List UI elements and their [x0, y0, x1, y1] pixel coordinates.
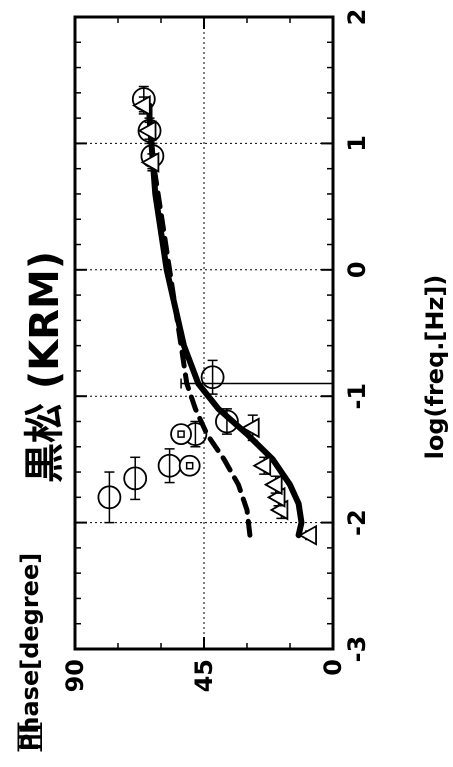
triangle-marker	[131, 94, 151, 117]
data-markers	[97, 85, 317, 546]
solid-fit-curve	[146, 102, 305, 539]
square-marker	[185, 461, 194, 470]
circle-point	[123, 456, 148, 501]
triangle-point	[240, 414, 260, 442]
x-axis-label: log(freq.[Hz])	[421, 275, 449, 460]
reference-lines	[180, 378, 333, 389]
circle-marker	[215, 409, 239, 434]
triangle-point	[252, 455, 272, 477]
panel-label: Ⅲ	[11, 721, 51, 754]
y-tick-label: 45	[190, 659, 218, 692]
y-tick-label: 0	[319, 659, 347, 676]
circle-point	[97, 471, 122, 524]
triangle-point	[263, 474, 283, 496]
triangle-marker	[263, 474, 283, 496]
triangle-point	[137, 120, 157, 142]
y-tick-label: 90	[61, 659, 89, 692]
x-tick-label: -3	[343, 636, 371, 663]
triangle-marker	[252, 455, 272, 477]
axis-ticks	[74, 16, 334, 650]
square-marker-ring	[178, 454, 201, 477]
x-tick-label: 2	[343, 9, 371, 26]
chart-title: 黒松 (KRM)	[22, 251, 68, 483]
circle-marker	[123, 466, 148, 491]
x-tick-labels: -3 -2 -1 0 1 2	[343, 9, 371, 663]
square-point	[178, 454, 201, 477]
circle-marker	[97, 485, 122, 510]
x-tick-label: 0	[343, 261, 371, 278]
square-marker	[177, 430, 185, 438]
triangle-point	[131, 94, 151, 117]
circle-point	[200, 359, 225, 395]
circle-marker	[200, 365, 225, 390]
square-marker-ring	[170, 423, 192, 446]
triangle-marker	[298, 524, 317, 546]
triangle-point	[140, 151, 160, 173]
y-axis-label: Phase[degree]	[16, 553, 44, 751]
grid-lines	[75, 17, 333, 649]
triangle-point	[298, 524, 317, 546]
circle-point	[157, 448, 182, 484]
x-tick-label: -1	[343, 383, 371, 410]
triangle-marker	[240, 417, 260, 439]
square-point	[170, 423, 192, 446]
triangle-marker	[137, 120, 157, 142]
x-tick-label: -2	[343, 509, 371, 536]
circle-point	[215, 408, 239, 435]
x-tick-label: 1	[343, 135, 371, 152]
y-tick-labels: 0 45 90	[61, 659, 347, 692]
triangle-marker	[140, 151, 160, 173]
